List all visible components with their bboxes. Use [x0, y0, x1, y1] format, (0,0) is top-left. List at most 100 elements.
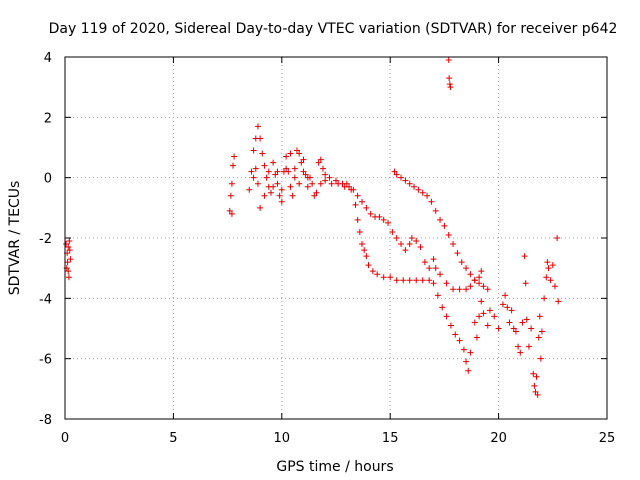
data-point — [551, 283, 558, 290]
series-late-cluster — [471, 235, 562, 398]
data-point — [374, 271, 381, 278]
data-point — [536, 313, 543, 320]
data-point — [300, 156, 307, 163]
data-point — [531, 382, 538, 389]
data-point — [538, 328, 545, 335]
data-point — [441, 222, 448, 229]
grid — [65, 57, 607, 419]
data-point — [278, 186, 285, 193]
data-point — [450, 241, 457, 248]
data-point — [261, 162, 268, 169]
data-point — [430, 256, 437, 263]
data-point — [359, 241, 366, 248]
data-point — [555, 298, 562, 305]
data-point — [65, 274, 72, 281]
chart-title: Day 119 of 2020, Sidereal Day-to-day VTE… — [49, 21, 618, 37]
data-point — [257, 204, 264, 211]
data-point — [517, 349, 524, 356]
data-point — [231, 153, 238, 160]
data-point — [363, 253, 370, 260]
data-point — [428, 198, 435, 205]
data-point — [227, 192, 234, 199]
data-point — [387, 274, 394, 281]
x-tick-label: 10 — [274, 431, 291, 446]
data-point — [541, 295, 548, 302]
series-band-b — [250, 150, 485, 293]
y-tick-label: 4 — [44, 51, 52, 66]
data-point — [393, 235, 400, 241]
data-point — [363, 204, 370, 211]
data-point — [544, 259, 551, 266]
data-point — [296, 180, 303, 187]
data-point — [67, 256, 74, 263]
data-point — [473, 334, 480, 341]
data-point — [537, 355, 544, 362]
y-tick-label: -4 — [39, 292, 52, 307]
data-point — [367, 210, 374, 217]
data-point — [484, 286, 491, 293]
data-point — [226, 207, 233, 214]
data-point — [502, 292, 509, 299]
data-point — [484, 322, 491, 329]
data-point — [424, 192, 431, 199]
data-point — [495, 325, 502, 332]
y-tick-label: -6 — [39, 353, 52, 368]
data-point — [411, 183, 418, 190]
data-point — [413, 238, 420, 245]
data-point — [287, 150, 294, 157]
data-point — [361, 247, 368, 254]
data-point — [430, 280, 437, 287]
data-point — [228, 180, 235, 187]
data-point — [302, 171, 309, 178]
data-point — [335, 180, 342, 187]
data-point — [257, 135, 264, 142]
data-point — [328, 180, 335, 187]
data-points — [63, 57, 562, 398]
data-point — [406, 241, 413, 248]
data-point — [291, 174, 298, 181]
data-point — [317, 156, 324, 163]
data-point — [446, 81, 453, 88]
data-point — [276, 192, 283, 199]
data-point — [417, 244, 424, 251]
data-point — [228, 210, 235, 217]
data-point — [393, 171, 400, 178]
data-point — [421, 259, 428, 266]
data-point — [460, 346, 467, 353]
data-point — [476, 280, 483, 287]
data-point — [296, 150, 303, 157]
data-point — [350, 186, 357, 193]
x-tick-label: 0 — [61, 431, 69, 446]
x-axis-label: GPS time / hours — [276, 459, 393, 475]
series-band-a — [226, 123, 474, 374]
data-point — [317, 180, 324, 187]
data-point — [313, 189, 320, 196]
data-point — [491, 313, 498, 320]
x-tick-label: 15 — [382, 431, 399, 446]
data-point — [252, 165, 259, 172]
x-tick-label: 25 — [599, 431, 616, 446]
series-band-c — [391, 168, 491, 293]
data-point — [480, 283, 487, 290]
data-point — [311, 192, 318, 199]
data-point — [66, 238, 73, 245]
data-point — [267, 189, 274, 196]
data-point — [446, 75, 453, 82]
data-point — [274, 180, 281, 187]
data-point — [480, 310, 487, 317]
data-point — [443, 313, 450, 320]
data-point — [304, 183, 311, 190]
data-point — [445, 231, 452, 238]
data-point — [471, 319, 478, 326]
data-point — [478, 268, 485, 275]
data-point — [263, 174, 270, 181]
data-point — [246, 186, 253, 193]
data-point — [434, 292, 441, 299]
data-point — [522, 280, 529, 287]
data-point — [437, 216, 444, 223]
data-point — [346, 183, 353, 190]
data-point — [465, 367, 472, 374]
data-point — [274, 168, 281, 175]
data-point — [400, 277, 407, 284]
data-point — [530, 370, 537, 377]
